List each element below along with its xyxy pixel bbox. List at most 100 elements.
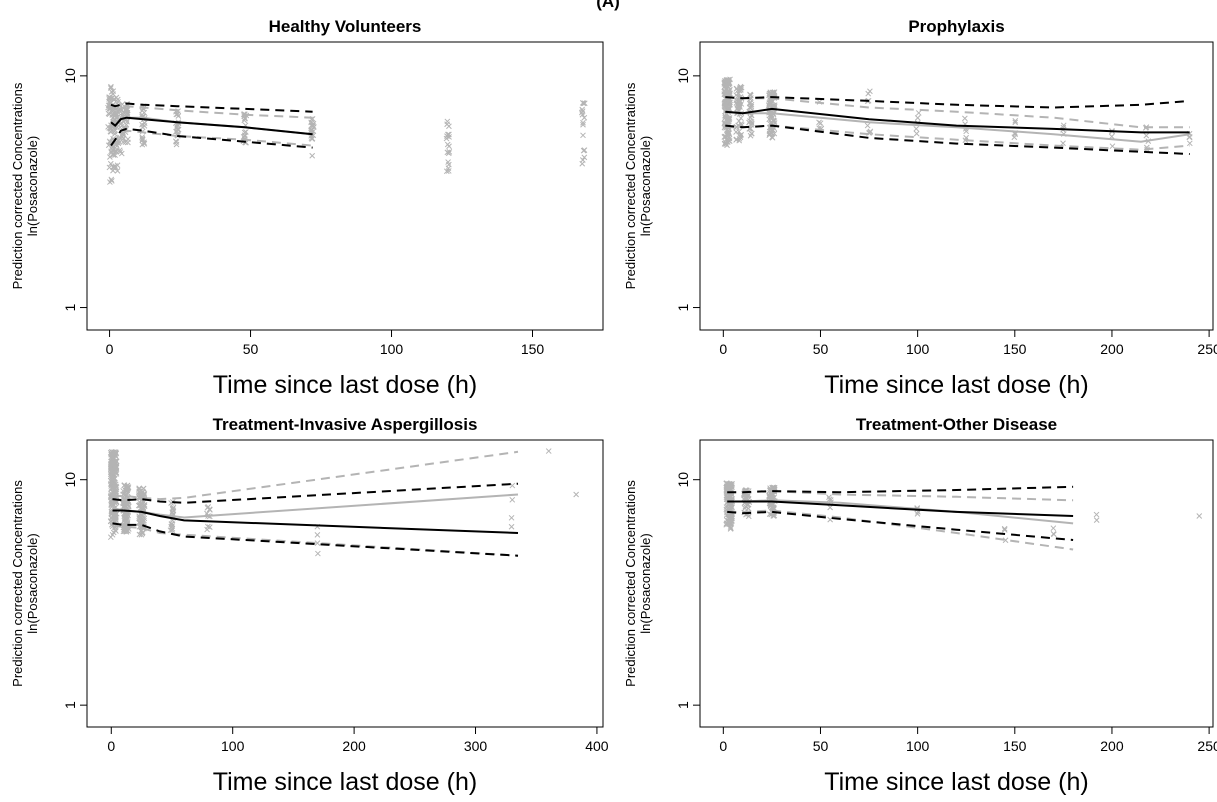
y-axis-label: Prediction corrected Concentrations bbox=[623, 82, 638, 289]
observation-point bbox=[122, 515, 129, 522]
observation-point bbox=[913, 130, 920, 137]
observed-p5-line bbox=[725, 124, 1190, 151]
observation-point bbox=[115, 98, 121, 105]
observation-point bbox=[1012, 119, 1019, 126]
observation-point bbox=[1001, 527, 1008, 533]
observation-point bbox=[314, 531, 321, 538]
observation-point bbox=[581, 154, 588, 161]
observation-point bbox=[139, 136, 146, 143]
observation-point bbox=[963, 128, 970, 135]
observation-point bbox=[864, 122, 871, 129]
plot-frame bbox=[699, 41, 1214, 331]
observation-point bbox=[913, 125, 920, 132]
observation-point bbox=[141, 120, 148, 127]
observation-point bbox=[579, 100, 586, 106]
x-axis-label: Time since last dose (h) bbox=[213, 371, 477, 399]
observation-point bbox=[962, 115, 968, 122]
observation-point bbox=[580, 121, 586, 128]
observation-point bbox=[771, 130, 778, 137]
observation-point bbox=[108, 499, 115, 505]
observation-point bbox=[108, 490, 114, 497]
observation-point bbox=[169, 527, 175, 534]
x-tick-label: 50 bbox=[813, 341, 829, 357]
panel-4: 0 50 100 150 200 250 1 10 Treatment-Other Diseas… bbox=[623, 415, 1217, 796]
observation-point bbox=[721, 91, 728, 97]
observation-point bbox=[1109, 143, 1116, 150]
observation-point bbox=[722, 114, 729, 121]
x-axis-label: Time since last dose (h) bbox=[824, 768, 1088, 796]
x-tick-label: 200 bbox=[1100, 738, 1124, 754]
observation-point bbox=[1196, 513, 1203, 519]
x-tick-label: 100 bbox=[221, 738, 245, 754]
observation-point bbox=[445, 131, 451, 138]
observation-point bbox=[545, 448, 552, 454]
observation-point bbox=[737, 84, 744, 91]
observation-point bbox=[1060, 140, 1066, 147]
observation-point bbox=[444, 149, 451, 156]
observation-point bbox=[579, 157, 586, 163]
observation-point bbox=[122, 524, 129, 531]
observation-point bbox=[122, 111, 129, 118]
y-axis-label: Prediction corrected Concentrations bbox=[10, 82, 25, 289]
observation-point bbox=[735, 104, 742, 111]
observation-point bbox=[509, 482, 516, 489]
observation-point bbox=[111, 475, 118, 482]
predicted-p5-line bbox=[110, 127, 313, 149]
observation-point bbox=[770, 102, 777, 109]
observation-point bbox=[735, 90, 742, 97]
observation-point bbox=[1050, 530, 1057, 537]
observation-point bbox=[767, 100, 774, 107]
observation-point bbox=[110, 529, 117, 536]
observation-point bbox=[446, 131, 452, 138]
x-tick-label: 250 bbox=[1197, 341, 1217, 357]
figure-header: (A) bbox=[596, 0, 620, 11]
observation-point bbox=[725, 482, 732, 489]
observation-point bbox=[108, 83, 114, 90]
observation-point bbox=[725, 129, 732, 135]
observation-point bbox=[1093, 517, 1100, 523]
observation-point bbox=[445, 165, 452, 172]
observation-point bbox=[817, 120, 824, 127]
observation-point bbox=[122, 491, 129, 498]
y-axis-label: Prediction corrected Concentrations bbox=[10, 480, 25, 687]
observation-point bbox=[727, 493, 734, 500]
x-tick-label: 50 bbox=[813, 738, 829, 754]
y-tick-label: 1 bbox=[675, 303, 691, 311]
observation-point bbox=[141, 492, 148, 498]
observation-point bbox=[168, 521, 175, 527]
observation-point bbox=[118, 150, 125, 157]
observation-point bbox=[508, 523, 515, 530]
observation-point bbox=[141, 515, 148, 522]
y-tick-label: 10 bbox=[675, 68, 691, 84]
observation-point bbox=[769, 134, 776, 141]
panel-title: Prophylaxis bbox=[908, 17, 1004, 36]
observation-point bbox=[914, 510, 921, 517]
observation-point bbox=[119, 133, 126, 140]
observation-point bbox=[729, 504, 735, 510]
observation-point bbox=[721, 88, 728, 95]
observation-point bbox=[139, 141, 146, 148]
x-tick-label: 150 bbox=[1003, 341, 1027, 357]
x-tick-label: 50 bbox=[243, 341, 259, 357]
observation-point bbox=[107, 160, 114, 167]
x-tick-label: 0 bbox=[719, 341, 727, 357]
observation-point bbox=[107, 179, 113, 185]
observation-point bbox=[135, 502, 142, 509]
observation-point bbox=[125, 503, 132, 510]
x-tick-label: 100 bbox=[380, 341, 404, 357]
x-tick-label: 250 bbox=[1197, 738, 1217, 754]
y-axis-label: Prediction corrected Concentrations bbox=[623, 480, 638, 687]
observation-point bbox=[108, 464, 114, 471]
observation-point bbox=[107, 126, 114, 132]
x-tick-label: 100 bbox=[906, 738, 930, 754]
observation-point bbox=[108, 469, 114, 475]
observation-point bbox=[721, 103, 728, 110]
observation-point bbox=[727, 526, 734, 532]
observation-point bbox=[446, 149, 453, 155]
observation-point bbox=[446, 123, 452, 130]
observation-point bbox=[915, 110, 922, 116]
observation-point bbox=[766, 116, 773, 123]
y-tick-label: 10 bbox=[62, 68, 78, 84]
observation-point bbox=[110, 146, 116, 153]
